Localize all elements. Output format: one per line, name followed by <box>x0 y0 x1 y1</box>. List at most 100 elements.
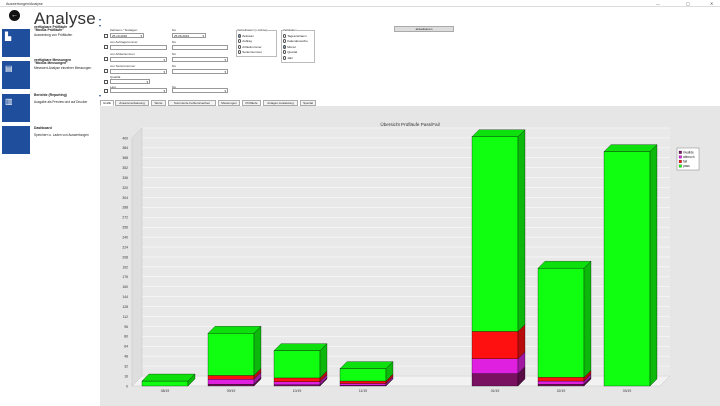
radio-period-jahr[interactable]: Jahr <box>283 56 293 60</box>
serial-to-label: bis <box>172 64 176 68</box>
article-to-label: bis <box>172 52 176 56</box>
last-to-field[interactable] <box>172 88 228 93</box>
x-axis-group <box>236 30 277 57</box>
y-tick-label: 32 <box>124 364 128 368</box>
tab-summierte-fehlerursachen[interactable]: Summierte Fehlerursachen <box>168 100 216 106</box>
tab-grafik[interactable]: Grafik <box>100 100 114 106</box>
quality-label: Qualität <box>110 75 121 79</box>
radio-label: Artikelnummer <box>242 45 262 49</box>
serial-checkbox[interactable] <box>104 69 108 73</box>
tile-title: Dashboard <box>34 126 52 130</box>
radio-period-tag[interactable]: Tageszeitraum <box>283 34 307 38</box>
collapse-arrow-icon-3[interactable]: ▾ <box>99 93 102 98</box>
bar-segment <box>207 333 255 376</box>
tile-pruflaufe-text: verfügbare Prüfläufe "Modus Prüfläufe" A… <box>34 25 98 37</box>
bar-segment <box>537 268 585 378</box>
radio-x-serie[interactable]: Seriennummer <box>238 50 262 54</box>
y-tick-label: 208 <box>122 255 128 259</box>
chart-panel: Übersicht Prüfläufe Pass/Fail 0 16 32 48 64 8… <box>100 106 720 406</box>
y-tick-label: 160 <box>122 285 128 289</box>
legend-label: fail <box>683 160 687 164</box>
bar-segment-side <box>517 129 526 332</box>
tab-anlagen-auslastung[interactable]: Anlagen Auslastung <box>263 100 298 106</box>
y-tick-label: 256 <box>122 226 128 230</box>
y-tick-label: 304 <box>122 196 128 200</box>
bar-chart-icon: ▙ <box>5 32 12 41</box>
article-to-field[interactable] <box>172 57 228 62</box>
serial-from-field[interactable] <box>110 69 167 74</box>
radio-x-artikel[interactable]: Artikelnummer <box>238 45 262 49</box>
order-to-field[interactable] <box>172 45 228 50</box>
quality-checkbox[interactable] <box>104 80 108 84</box>
date-checkbox[interactable] <box>104 34 108 38</box>
radio-x-zeitraum[interactable]: Zeitraum <box>238 34 254 38</box>
radio-label: Jahr <box>287 56 294 60</box>
order-checkbox[interactable] <box>104 45 108 49</box>
document-icon: ▥ <box>5 97 13 106</box>
collapse-arrow-icon[interactable]: ▾ <box>99 17 102 22</box>
quality-field[interactable] <box>110 79 150 84</box>
article-checkbox[interactable] <box>104 57 108 61</box>
order-to-label: bis <box>172 40 176 44</box>
x-tick-label: 11/19 <box>359 389 367 393</box>
bar-top <box>537 261 592 269</box>
radio-x-auftrag[interactable]: Auftrag <box>238 39 252 43</box>
radio-label: Auftrag <box>242 39 252 43</box>
tab-spezial[interactable]: Spezial <box>300 100 316 106</box>
serial-to-field[interactable] <box>172 69 228 74</box>
order-from-field[interactable] <box>110 45 167 50</box>
last-from-field[interactable] <box>110 88 167 93</box>
y-tick-label: 64 <box>124 345 128 349</box>
tile-messungen-text: verfügbare Messungen "Modus Messungen" M… <box>34 58 98 70</box>
close-icon[interactable]: ✕ <box>710 1 714 6</box>
y-tick-label: 240 <box>122 236 128 240</box>
radio-period-monat[interactable]: Monat <box>283 45 296 49</box>
radio-dot <box>283 45 287 49</box>
tile-pruflaufe[interactable]: ▙ <box>2 29 30 57</box>
tab-zusammenfassung[interactable]: Zusammenfassung <box>115 100 149 106</box>
radio-period-kw[interactable]: Kalenderwoche <box>283 39 308 43</box>
tab-messungen[interactable]: Messungen <box>218 100 240 106</box>
y-tick-label: 224 <box>122 245 128 249</box>
tile-desc: Auswertung von Prüfläufen <box>34 33 73 37</box>
tile-messungen[interactable]: ▤ <box>2 61 30 89</box>
back-button[interactable]: ← <box>9 10 20 21</box>
tab-pruflaufe[interactable]: Prüfläufe <box>242 100 261 106</box>
x-axis-group-title: Verlaufswert (x-Achse) <box>237 28 268 32</box>
bar-segment <box>339 383 387 386</box>
tab-werte[interactable]: Werte <box>151 100 166 106</box>
tile-subtitle: "Modus Messungen" <box>34 61 68 65</box>
apply-button[interactable]: aktualisieren <box>394 26 454 32</box>
bar-top <box>603 144 658 152</box>
radio-dot <box>283 50 287 54</box>
bar-segment <box>273 384 321 387</box>
legend-swatch <box>678 164 682 168</box>
bar-segment <box>471 331 519 359</box>
y-tick-label: 384 <box>122 146 128 150</box>
radio-dot <box>238 39 242 43</box>
last-checkbox[interactable] <box>104 89 108 93</box>
tile-title: verfügbare Prüfläufe <box>34 25 68 29</box>
legend-swatch <box>678 160 682 163</box>
x-tick-label: 09/19 <box>227 389 236 393</box>
bar-segment <box>603 151 651 387</box>
article-from-field[interactable] <box>110 57 167 62</box>
bar-segment <box>141 380 189 387</box>
legend-label: invalide <box>683 150 694 154</box>
date-from-field[interactable]: 25.10.2018 <box>110 33 144 38</box>
radio-label: Quartal <box>287 50 298 54</box>
radio-period-quartal[interactable]: Quartal <box>283 50 297 54</box>
date-label: Zeitraum / Testtagen <box>110 28 138 32</box>
bar-segment <box>207 379 255 385</box>
x-tick-label: 08/19 <box>161 389 170 393</box>
maximize-icon[interactable]: ▢ <box>686 1 690 6</box>
tile-berichte[interactable]: ▥ <box>2 94 30 122</box>
collapse-arrow-icon-2[interactable]: ▾ <box>99 23 102 28</box>
date-to-field[interactable]: 25.09.2019 <box>172 33 206 38</box>
serial-from-label: von Seriennummer <box>110 64 136 68</box>
bar-segment <box>273 350 321 379</box>
tile-dashboard[interactable] <box>2 126 30 154</box>
radio-label: Seriennummer <box>242 50 262 54</box>
x-tick-label: 01/19 <box>491 389 500 393</box>
minimize-icon[interactable]: — <box>656 1 660 6</box>
